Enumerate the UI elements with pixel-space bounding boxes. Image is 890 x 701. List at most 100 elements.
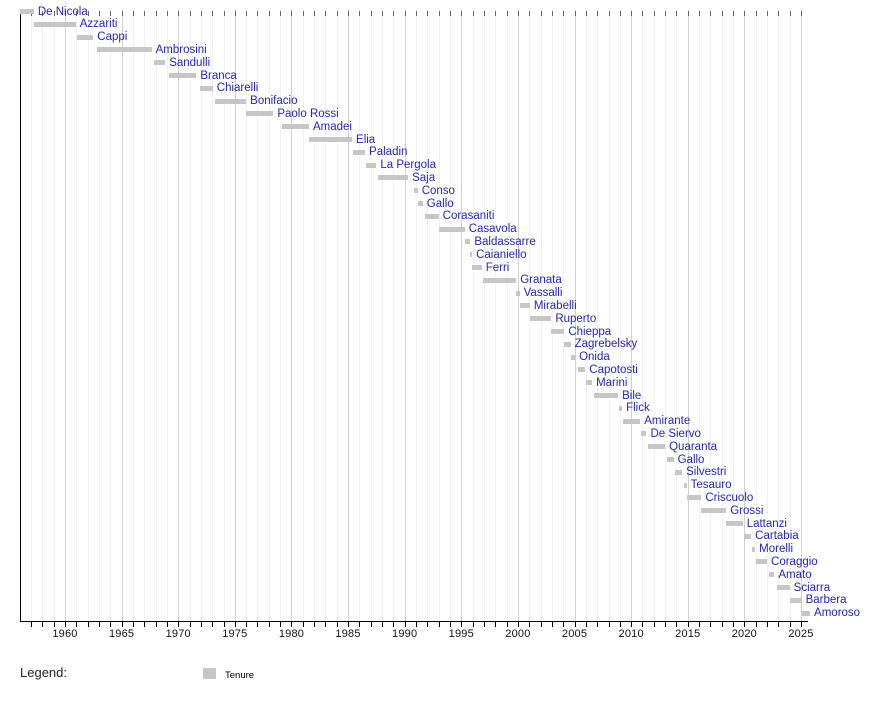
bottom-tick-mark bbox=[665, 622, 667, 627]
year-gridline bbox=[121, 10, 123, 621]
person-label[interactable]: Azzariti bbox=[79, 18, 118, 31]
person-label[interactable]: Amato bbox=[778, 568, 812, 581]
bottom-tick-mark bbox=[631, 622, 633, 627]
person-label[interactable]: Saja bbox=[412, 171, 436, 184]
person-label[interactable]: Coraggio bbox=[771, 555, 818, 568]
person-label[interactable]: Gallo bbox=[677, 453, 705, 466]
person-label[interactable]: Cappi bbox=[97, 31, 128, 44]
top-tick-mark bbox=[483, 11, 485, 16]
top-tick-mark bbox=[144, 11, 146, 16]
bottom-tick-mark bbox=[166, 622, 168, 627]
tenure-bar bbox=[472, 265, 482, 270]
person-label[interactable]: Flick bbox=[626, 402, 650, 415]
year-gridline bbox=[563, 10, 565, 621]
person-label[interactable]: Cartabia bbox=[755, 530, 799, 543]
tenure-bar bbox=[519, 303, 530, 309]
top-tick-mark bbox=[631, 11, 633, 16]
person-label[interactable]: De Nicola bbox=[37, 5, 88, 18]
top-tick-mark bbox=[597, 11, 599, 16]
bottom-tick-mark bbox=[336, 622, 338, 627]
bottom-tick-mark bbox=[393, 622, 395, 627]
top-tick-mark bbox=[619, 11, 621, 16]
tenure-bar bbox=[153, 60, 166, 66]
year-gridline bbox=[200, 10, 202, 621]
bottom-tick-mark bbox=[65, 622, 66, 627]
plot-area: 1960 1965 1970 1975 1980 1985 1990 1995 2000 2005… bbox=[19, 5, 861, 640]
tenure-bar bbox=[438, 226, 465, 232]
person-label[interactable]: Zagrebelsky bbox=[574, 338, 638, 351]
person-label[interactable]: Onida bbox=[579, 351, 610, 364]
person-label[interactable]: Marini bbox=[596, 376, 628, 389]
top-tick-mark bbox=[585, 11, 587, 16]
person-label[interactable]: Ferri bbox=[485, 261, 510, 274]
person-label[interactable]: Granata bbox=[520, 274, 562, 287]
person-label[interactable]: Amoroso bbox=[814, 607, 861, 620]
person-label[interactable]: Baldassarre bbox=[474, 235, 536, 248]
person-label[interactable]: Vassalli bbox=[523, 287, 563, 300]
person-label[interactable]: Criscuolo bbox=[705, 491, 754, 504]
person-label[interactable]: Lattanzi bbox=[746, 517, 787, 530]
person-label[interactable]: Sandulli bbox=[169, 56, 211, 69]
person-label[interactable]: Amirante bbox=[644, 415, 691, 428]
year-gridline bbox=[53, 10, 55, 621]
person-label[interactable]: Ruperto bbox=[555, 312, 597, 325]
person-label[interactable]: Paolo Rossi bbox=[277, 107, 339, 120]
person-label[interactable]: Branca bbox=[200, 69, 237, 82]
person-label[interactable]: Bonifacio bbox=[250, 95, 298, 108]
person-label[interactable]: Casavola bbox=[468, 223, 517, 236]
person-label[interactable]: Quaranta bbox=[669, 440, 718, 453]
person-label[interactable]: Amadei bbox=[313, 120, 352, 133]
person-label[interactable]: De Siervo bbox=[650, 427, 701, 440]
person-label[interactable]: La Pergola bbox=[380, 159, 436, 172]
legend-item-label: Tenure bbox=[225, 670, 255, 681]
person-label[interactable]: Chiarelli bbox=[216, 82, 259, 95]
person-label[interactable]: Silvestri bbox=[686, 466, 727, 479]
person-label[interactable]: Ambrosini bbox=[155, 43, 207, 56]
bottom-tick-mark bbox=[461, 622, 463, 627]
x-axis-tick-label: 2010 bbox=[618, 628, 644, 640]
legend: Legend: Tenure bbox=[0, 660, 890, 694]
person-label[interactable]: Morelli bbox=[759, 543, 794, 556]
bottom-tick-mark bbox=[585, 622, 587, 627]
bottom-tick-mark bbox=[540, 622, 542, 627]
tenure-bar bbox=[755, 559, 768, 565]
tenure-bar bbox=[309, 137, 353, 142]
tenure-bar bbox=[674, 469, 683, 475]
year-gridline bbox=[427, 10, 429, 621]
bottom-tick-mark bbox=[801, 622, 802, 627]
top-tick-mark bbox=[166, 11, 168, 16]
year-gridline bbox=[767, 10, 769, 621]
top-tick-mark bbox=[642, 11, 644, 16]
person-label[interactable]: Elia bbox=[356, 133, 376, 146]
year-gridline bbox=[710, 10, 712, 621]
top-tick-mark bbox=[246, 11, 248, 16]
person-label[interactable]: Chieppa bbox=[568, 325, 612, 338]
tenure-bar bbox=[199, 85, 213, 91]
bottom-tick-mark bbox=[529, 622, 531, 627]
person-label[interactable]: Tesauro bbox=[690, 479, 732, 492]
year-gridline bbox=[665, 10, 667, 621]
person-label[interactable]: Gallo bbox=[426, 197, 454, 210]
person-label[interactable]: Caianiello bbox=[476, 248, 527, 261]
person-label[interactable]: Grossi bbox=[730, 504, 764, 517]
person-label[interactable]: Capotosti bbox=[589, 363, 638, 376]
tenure-bar bbox=[726, 521, 743, 526]
top-tick-mark bbox=[540, 11, 542, 16]
top-tick-mark bbox=[744, 11, 746, 16]
year-gridline bbox=[280, 10, 282, 621]
person-label[interactable]: Paladin bbox=[369, 146, 408, 159]
person-label[interactable]: Sciarra bbox=[793, 581, 831, 594]
bottom-tick-mark bbox=[325, 622, 327, 627]
person-label[interactable]: Conso bbox=[421, 184, 455, 197]
x-axis-tick-label: 2020 bbox=[731, 628, 758, 640]
bottom-tick-mark bbox=[597, 622, 599, 627]
bottom-tick-mark bbox=[53, 622, 55, 627]
year-gridline bbox=[223, 10, 225, 621]
person-label[interactable]: Barbera bbox=[805, 594, 847, 607]
person-label[interactable]: Bile bbox=[622, 389, 642, 402]
person-label[interactable]: Corasaniti bbox=[442, 210, 495, 223]
person-label[interactable]: Mirabelli bbox=[533, 299, 577, 312]
top-tick-mark bbox=[665, 11, 667, 16]
tenure-bar bbox=[169, 73, 197, 78]
